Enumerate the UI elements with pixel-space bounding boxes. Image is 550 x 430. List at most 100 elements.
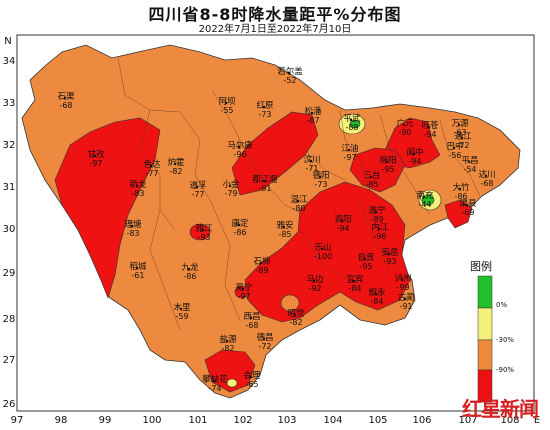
station: 攀枝花-74 [202,374,228,393]
station-dot [412,152,416,156]
station-dot [309,159,313,163]
station-dot [467,160,471,164]
station: 甘孜-97 [87,149,105,168]
station: 万源-63 [451,119,469,137]
station-value: -82 [221,344,234,353]
station-name: 西昌 [243,312,260,322]
station-dot [427,125,431,129]
station: 温江-80 [290,194,308,213]
southwest-small-red-spot [234,285,250,299]
station-dot [422,195,426,199]
station: 安岳-93 [381,247,399,266]
station-name: 广元 [396,118,414,129]
x-tick: 105 [368,415,387,426]
x-tick: 106 [412,415,431,426]
station-name: 木里 [173,302,191,313]
station-value: -74 [208,384,221,393]
station-dot [296,199,300,203]
station-dot [349,118,353,122]
y-axis: N 34 33 32 31 30 29 28 27 26 [3,36,16,410]
station-dot [318,175,322,179]
station: 达川-68 [478,169,495,188]
north-central-red-zone [231,111,319,196]
station: 康定-86 [231,218,249,237]
station-dot [402,123,406,127]
station-name: 石棉 [253,256,270,267]
station-dot [282,225,286,229]
station-dot [320,247,324,251]
west-small-red-spot [189,223,211,241]
station-value: -85 [278,230,291,239]
station: 稻城-61 [129,261,147,280]
station: 都江堰-91 [252,174,278,193]
station-value: -59 [175,312,188,321]
station-value: -72 [456,141,469,150]
station-dot [457,123,461,127]
station-value: -99 [396,283,409,292]
station-name: 松潘 [304,106,322,117]
station-name: 炉霍 [167,157,184,168]
station-name: 盐源 [219,334,237,345]
logo: 红星新闻 [462,397,539,421]
x-tick: 99 [99,415,112,426]
station: 平昌-54 [461,156,478,174]
station-name: 江油 [341,143,358,154]
station-value: -56 [448,151,461,160]
station-dot [63,96,67,100]
normal-precip-pockets [226,113,442,388]
station-value: -97 [89,159,102,168]
station: 色达-77 [143,159,161,178]
station: 渠县-69 [459,198,477,217]
station-dot [173,162,177,166]
y-tick: 30 [3,224,16,235]
station-name: 理塘 [124,219,142,230]
station-value: -55 [220,106,233,115]
station-dot [287,71,291,75]
station-name: 雅安 [276,220,293,231]
station-dot [347,148,351,152]
station-value: -93 [383,257,396,266]
station-name: 九龙 [181,262,199,273]
station-name: 马尔康 [227,140,253,151]
x-tick: 108 [500,415,519,426]
y-tick: 33 [3,98,16,109]
station: 冕宁-97 [235,282,252,301]
station-value: -92 [308,284,321,293]
station-name: 渠县 [459,198,477,209]
station-name: 巴中 [446,141,463,152]
station-dot [403,297,407,301]
station: 昭觉-82 [287,308,305,327]
station-dot [187,267,191,271]
station-value: -77 [191,190,204,199]
station-name: 平昌 [461,156,478,166]
y-tick: 29 [3,268,16,279]
station: 巴中-56 [446,141,463,160]
station-value: -86 [233,228,246,237]
county-boundaries [117,57,481,331]
x-tick: 107 [458,415,477,426]
severe-deficit-areas [54,111,473,393]
x-tick: 101 [188,415,207,426]
station-dot [262,105,266,109]
station-name: 绵阳 [379,155,396,166]
station-value: -79 [224,189,237,198]
station-value: -91 [399,302,412,311]
station-value: -95 [381,165,394,174]
station-dot [374,292,378,296]
station: 乐山-100 [314,242,332,261]
legend-title: 图例 [470,259,492,273]
station-value: -77 [145,169,158,178]
station: 小金-79 [222,179,240,198]
station-value: -93 [197,233,210,242]
station-name: 稻城 [129,261,147,272]
station-value: -86 [454,192,467,201]
x-tick: 102 [233,415,252,426]
yellow-pocket-south [226,378,238,388]
station-dot [385,160,389,164]
y-tick: 34 [3,56,16,67]
station-name: 资阳 [334,214,351,225]
y-tick: 31 [3,182,16,193]
x-tick: 100 [142,415,161,426]
station-name: 都江堰 [252,174,278,185]
station: 雅安-85 [276,220,293,239]
